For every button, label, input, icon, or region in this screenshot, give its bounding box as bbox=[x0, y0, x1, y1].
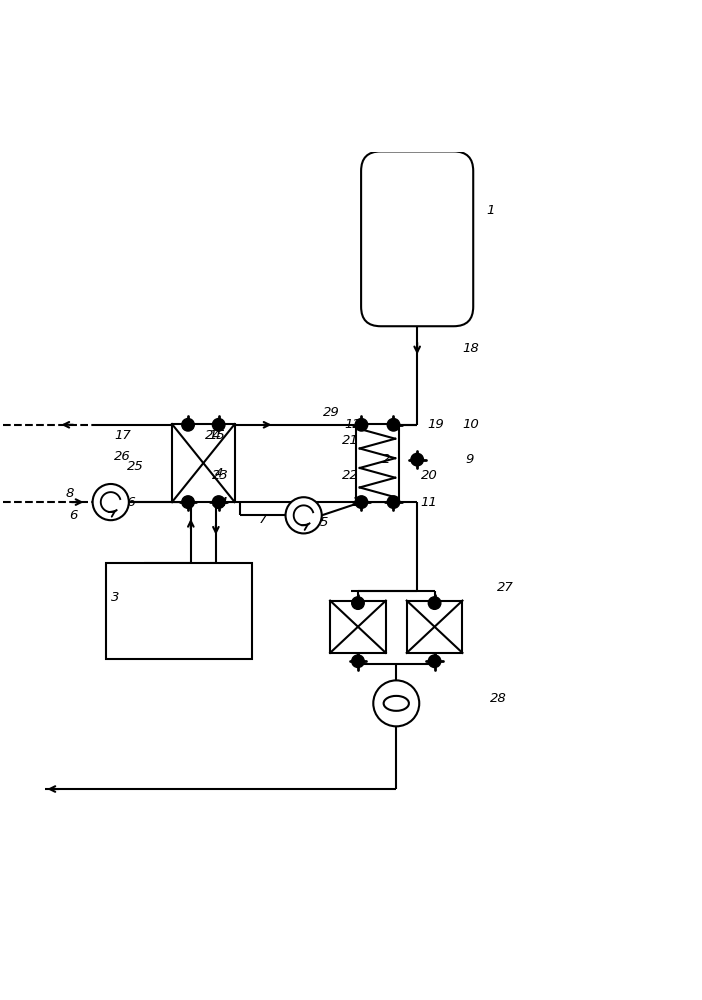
Text: 17: 17 bbox=[114, 429, 131, 442]
Circle shape bbox=[355, 496, 368, 508]
Circle shape bbox=[411, 453, 423, 466]
FancyBboxPatch shape bbox=[361, 151, 473, 326]
Text: 12: 12 bbox=[344, 418, 361, 431]
Text: 7: 7 bbox=[259, 513, 267, 526]
Text: 19: 19 bbox=[428, 418, 444, 431]
Text: 2: 2 bbox=[383, 453, 391, 466]
Circle shape bbox=[428, 597, 441, 609]
Circle shape bbox=[286, 497, 322, 533]
Text: 28: 28 bbox=[490, 692, 507, 705]
Text: 23: 23 bbox=[212, 469, 228, 482]
Text: 5: 5 bbox=[319, 516, 328, 529]
Circle shape bbox=[373, 680, 419, 726]
Circle shape bbox=[182, 496, 194, 508]
Circle shape bbox=[388, 496, 399, 508]
Circle shape bbox=[213, 496, 225, 508]
Text: 27: 27 bbox=[497, 581, 514, 594]
Circle shape bbox=[213, 419, 225, 431]
Bar bbox=[106, 563, 252, 659]
Text: 14: 14 bbox=[212, 496, 228, 509]
Text: 9: 9 bbox=[466, 453, 475, 466]
Text: 24: 24 bbox=[205, 429, 222, 442]
Text: 18: 18 bbox=[463, 342, 479, 355]
Text: 26: 26 bbox=[114, 450, 131, 463]
Text: 3: 3 bbox=[111, 591, 119, 604]
Circle shape bbox=[182, 419, 194, 431]
Text: 25: 25 bbox=[127, 460, 143, 473]
Text: 15: 15 bbox=[208, 429, 225, 442]
Text: 22: 22 bbox=[342, 469, 359, 482]
Bar bbox=[406, 601, 463, 653]
Circle shape bbox=[93, 484, 129, 520]
Bar bbox=[355, 424, 399, 502]
Bar bbox=[330, 601, 386, 653]
Circle shape bbox=[352, 597, 364, 609]
Text: 10: 10 bbox=[463, 418, 479, 431]
Text: 8: 8 bbox=[65, 487, 74, 500]
Circle shape bbox=[428, 655, 441, 667]
Circle shape bbox=[388, 419, 399, 431]
Text: 1: 1 bbox=[486, 204, 495, 217]
Text: 16: 16 bbox=[120, 496, 136, 509]
Text: 20: 20 bbox=[420, 469, 437, 482]
Circle shape bbox=[352, 655, 364, 667]
Text: 6: 6 bbox=[69, 509, 77, 522]
Circle shape bbox=[355, 419, 368, 431]
Text: 29: 29 bbox=[323, 406, 340, 419]
Text: 11: 11 bbox=[420, 496, 437, 509]
Bar bbox=[172, 424, 234, 502]
Text: 4: 4 bbox=[216, 467, 223, 480]
Text: 21: 21 bbox=[342, 434, 359, 447]
Text: 13: 13 bbox=[351, 496, 368, 509]
